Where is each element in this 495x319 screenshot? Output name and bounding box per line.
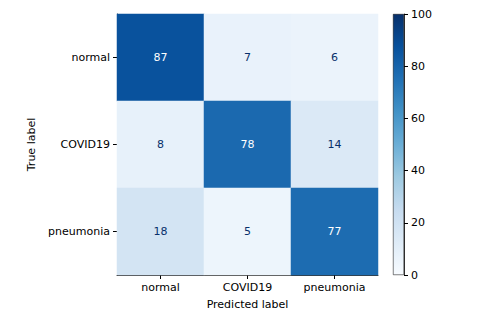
svg-text:0: 0 (411, 269, 418, 282)
svg-text:pneumonia: pneumonia (304, 281, 366, 294)
svg-text:20: 20 (411, 216, 425, 229)
svg-text:14: 14 (328, 138, 342, 151)
svg-text:COVID19: COVID19 (223, 281, 272, 294)
svg-text:100: 100 (411, 8, 432, 21)
svg-text:pneumonia: pneumonia (48, 225, 110, 238)
svg-text:80: 80 (411, 60, 425, 73)
svg-text:87: 87 (154, 51, 168, 64)
svg-text:6: 6 (331, 51, 338, 64)
svg-text:18: 18 (154, 225, 168, 238)
svg-text:60: 60 (411, 112, 425, 125)
svg-text:5: 5 (244, 225, 251, 238)
svg-text:78: 78 (241, 138, 255, 151)
svg-text:77: 77 (328, 225, 342, 238)
svg-text:8: 8 (157, 138, 164, 151)
svg-text:Predicted label: Predicted label (207, 298, 289, 311)
svg-text:normal: normal (141, 281, 180, 294)
svg-text:COVID19: COVID19 (61, 138, 110, 151)
svg-text:normal: normal (71, 51, 110, 64)
svg-text:40: 40 (411, 164, 425, 177)
svg-text:True label: True label (25, 118, 38, 172)
svg-text:7: 7 (244, 51, 251, 64)
